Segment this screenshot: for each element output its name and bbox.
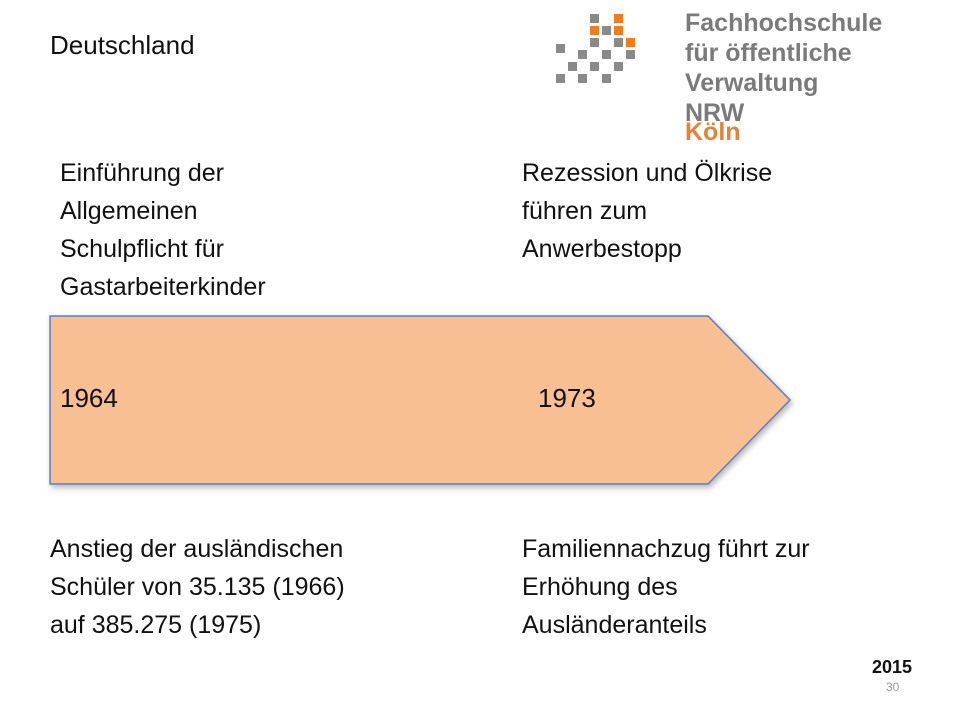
logo-text: Fachhochschule für öffentliche Verwaltun… bbox=[685, 8, 955, 128]
footer-year: 2015 bbox=[872, 657, 913, 677]
page-number: 30 bbox=[886, 680, 900, 694]
university-logo: Fachhochschule für öffentliche Verwaltun… bbox=[550, 8, 955, 148]
timeline-arrow bbox=[49, 315, 792, 485]
logo-city: Köln bbox=[685, 118, 741, 146]
event-top-left: Einführung der Allgemeinen Schulpflicht … bbox=[60, 159, 266, 301]
logo-grid-icon bbox=[556, 14, 635, 83]
logo-line-3: NRW bbox=[685, 99, 745, 127]
logo-line-2: für öffentliche Verwaltung bbox=[685, 39, 852, 97]
logo-line-1: Fachhochschule bbox=[685, 9, 883, 37]
timeline-year-1973: 1973 bbox=[538, 383, 596, 413]
event-top-right: Rezession und Ölkrise führen zum Anwerbe… bbox=[522, 159, 773, 263]
slide-heading: Deutschland bbox=[50, 30, 195, 60]
timeline-year-1964: 1964 bbox=[60, 383, 118, 413]
event-bottom-right: Familiennachzug führt zur Erhöhung des A… bbox=[522, 535, 810, 639]
event-bottom-left: Anstieg der ausländischen Schüler von 35… bbox=[50, 535, 345, 639]
